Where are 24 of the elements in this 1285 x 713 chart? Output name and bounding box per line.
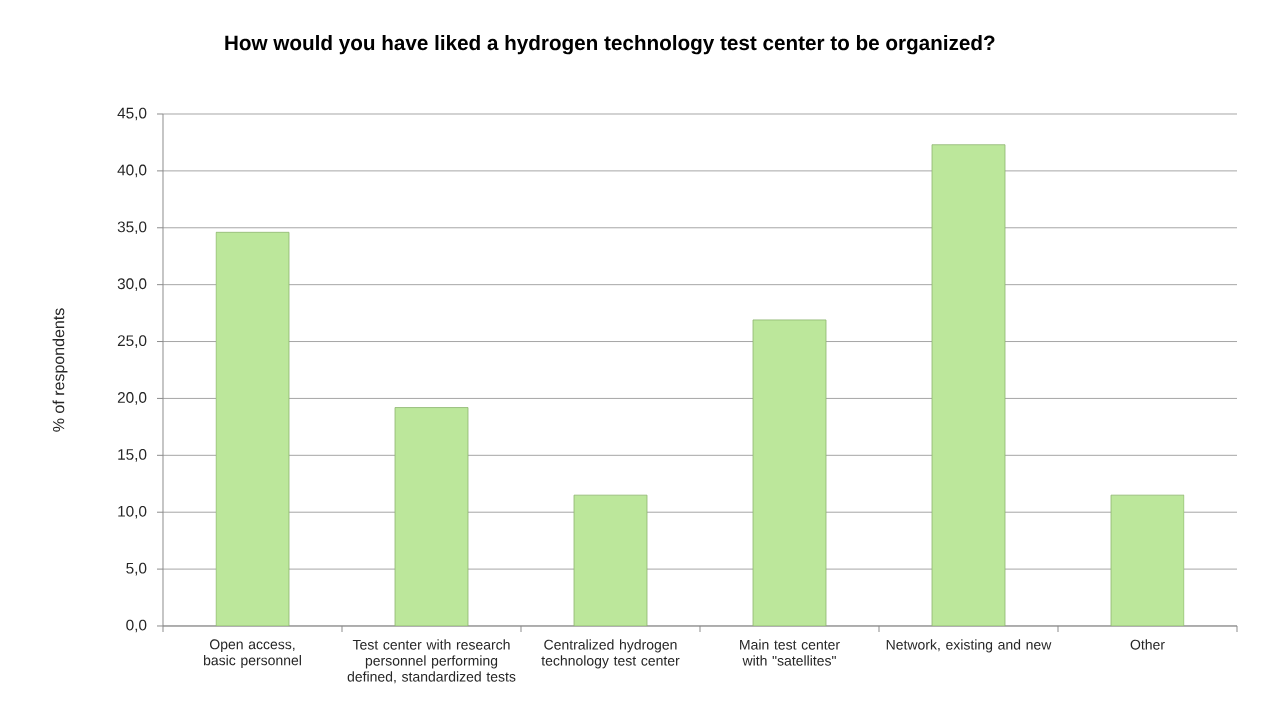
x-tick-label: Test center with research personnel performing defined, standardized tests — [347, 639, 516, 684]
y-tick-label: 15,0 — [118, 448, 147, 462]
bar — [752, 319, 827, 626]
bar — [931, 144, 1006, 626]
y-tick-label: 20,0 — [117, 392, 147, 405]
y-axis-title: % of respondents — [52, 308, 68, 432]
bar — [394, 407, 469, 626]
x-tick-label: Main test center with "satellites" — [740, 639, 840, 666]
y-tick-label: 35,0 — [117, 221, 147, 235]
x-tick-label: Other — [1130, 639, 1165, 650]
y-tick-label: 5,0 — [126, 562, 147, 576]
y-tick-label: 30,0 — [117, 278, 147, 291]
y-tick-label: 10,0 — [118, 505, 147, 519]
x-tick-label: Open access, basic personnel — [203, 639, 301, 669]
x-tick-label: Network, existing and new — [886, 639, 1052, 653]
y-tick-label: 25,0 — [117, 335, 147, 348]
bar — [215, 231, 290, 626]
bar — [1110, 494, 1185, 626]
bar — [573, 494, 648, 626]
y-tick-label: 40,0 — [117, 164, 147, 178]
y-tick-label: 45,0 — [117, 107, 147, 121]
x-tick-label: Centralized hydrogen technology test center — [541, 639, 680, 669]
y-tick-label: 0,0 — [126, 619, 147, 633]
chart-title: How would you have liked a hydrogen technology test center to be organized? — [225, 35, 995, 55]
